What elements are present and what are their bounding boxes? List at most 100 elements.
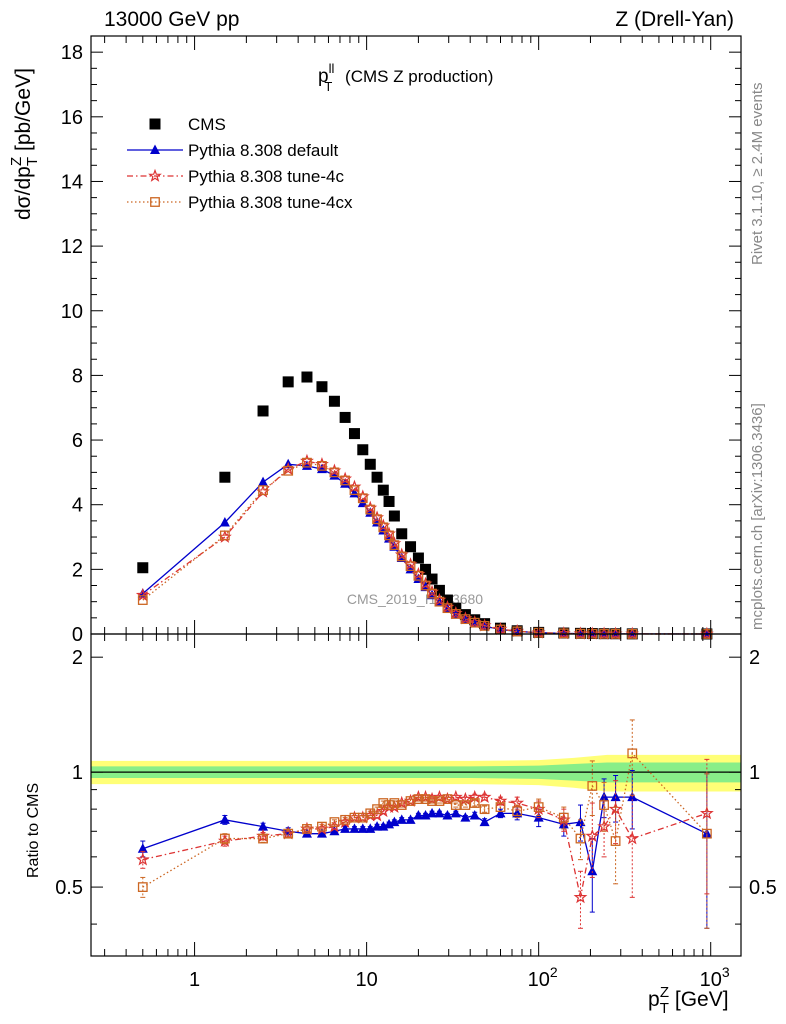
point-data bbox=[137, 562, 149, 574]
ratio-point-default bbox=[357, 823, 368, 833]
point-tune4cx bbox=[317, 461, 327, 471]
legend-entry-default: Pythia 8.308 default bbox=[127, 141, 339, 160]
ratio-point-default bbox=[599, 791, 610, 802]
mcplots-label: mcplots.cern.ch [arXiv:1306.3436] bbox=[749, 403, 766, 630]
point-tune4cx bbox=[137, 595, 148, 605]
rivet-label: Rivet 3.1.10, ≥ 2.4M events bbox=[749, 83, 766, 266]
ratio-point-default bbox=[258, 821, 269, 831]
ratio-point-default bbox=[460, 812, 471, 822]
ratio-point-tune4cx bbox=[610, 836, 621, 846]
ratio-point-tune4cx bbox=[329, 817, 340, 827]
point-tune4cx bbox=[340, 475, 351, 486]
ratio-point-tune4c bbox=[573, 890, 588, 904]
ratio-point-default bbox=[427, 807, 438, 818]
point-data bbox=[339, 411, 351, 423]
ytick-label-bottom-right: 0.5 bbox=[749, 877, 777, 899]
ylabel-top: dσ/dpTZ [pb/GeV] bbox=[8, 68, 41, 220]
point-tune4cx bbox=[420, 580, 431, 591]
ratio-point-tune4cx bbox=[442, 794, 453, 804]
point-tune4cx bbox=[372, 514, 382, 525]
ratio-point-tune4cx bbox=[450, 800, 461, 810]
ratio-point-tune4c bbox=[135, 852, 150, 866]
ratio-point-tune4cx bbox=[701, 828, 712, 839]
ratio-point-default bbox=[442, 809, 453, 820]
point-data bbox=[328, 395, 340, 407]
watermark: CMS_2019_I1753680 bbox=[347, 591, 483, 607]
legend-label-default: Pythia 8.308 default bbox=[188, 141, 339, 160]
ratio-point-tune4cx bbox=[389, 798, 400, 808]
legend-label-tune4c: Pythia 8.308 tune-4c bbox=[188, 167, 344, 186]
point-data bbox=[396, 528, 408, 540]
point-tune4cx bbox=[434, 596, 445, 607]
ratio-point-default bbox=[219, 814, 230, 824]
ratio-point-tune4cx bbox=[460, 800, 471, 810]
ytick-label-bottom-right: 1 bbox=[749, 762, 760, 784]
series-line-default bbox=[142, 463, 707, 635]
point-tune4cx bbox=[442, 603, 453, 614]
ratio-point-default bbox=[405, 814, 416, 824]
ratio-point-default bbox=[329, 825, 340, 836]
point-data bbox=[357, 444, 369, 456]
point-tune4cx bbox=[460, 614, 471, 625]
ratio-point-tune4cx bbox=[137, 882, 148, 892]
ylabel-bottom: Ratio to CMS bbox=[25, 783, 42, 878]
ratio-point-tune4cx bbox=[283, 828, 294, 839]
ratio-point-default bbox=[340, 823, 351, 833]
point-data bbox=[301, 371, 313, 383]
ratio-point-default bbox=[495, 807, 506, 818]
header-right: Z (Drell-Yan) bbox=[615, 8, 734, 31]
point-tune4cx bbox=[512, 626, 523, 637]
ratio-point-tune4cx bbox=[427, 796, 437, 806]
ratio-point-default bbox=[137, 843, 148, 853]
ytick-label-top: 14 bbox=[61, 171, 83, 193]
xtick-label: 102 bbox=[528, 964, 558, 991]
ratio-point-tune4cx bbox=[219, 833, 230, 844]
point-tune4cx bbox=[258, 485, 268, 496]
point-tune4cx bbox=[479, 621, 490, 631]
legend-marker-tune4cx bbox=[150, 197, 160, 207]
ratio-point-tune4cx bbox=[575, 833, 586, 844]
point-tune4cx bbox=[357, 493, 368, 504]
legend-marker-data bbox=[149, 118, 161, 130]
point-tune4cx bbox=[302, 457, 312, 468]
ytick-label-top: 4 bbox=[72, 495, 83, 517]
ratio-point-default bbox=[479, 816, 490, 827]
ratio-point-default bbox=[413, 809, 424, 820]
ratio-point-default bbox=[587, 865, 598, 876]
ytick-label-top: 2 bbox=[72, 559, 83, 581]
legend-entry-data: CMS bbox=[149, 115, 226, 134]
point-default bbox=[219, 516, 230, 527]
point-data bbox=[388, 510, 400, 522]
point-tune4cx bbox=[405, 561, 416, 572]
ytick-label-bottom: 2 bbox=[72, 647, 83, 669]
point-tune4cx bbox=[283, 465, 294, 476]
point-default bbox=[258, 476, 269, 487]
point-tune4cx bbox=[413, 570, 424, 581]
ratio-point-tune4cx bbox=[558, 812, 569, 823]
ratio-point-default bbox=[533, 812, 544, 822]
ratio-point-tune4c bbox=[477, 789, 492, 804]
ratio-point-tune4cx bbox=[302, 824, 312, 834]
ratio-point-tune4cx bbox=[587, 781, 598, 791]
legend-entry-tune4c: Pythia 8.308 tune-4c bbox=[127, 167, 344, 186]
ratio-point-tune4c bbox=[597, 819, 611, 833]
ratio-point-tune4cx bbox=[469, 798, 480, 808]
point-tune4cx bbox=[450, 609, 461, 619]
ratio-point-tune4c bbox=[585, 828, 600, 842]
point-data bbox=[377, 484, 389, 496]
ratio-point-default bbox=[349, 823, 360, 833]
ytick-label-bottom-right: 2 bbox=[749, 647, 760, 669]
ratio-point-default bbox=[469, 809, 480, 820]
point-tune4cx bbox=[384, 530, 394, 541]
point-tune4cx bbox=[329, 467, 340, 478]
point-tune4cx bbox=[389, 540, 400, 551]
ratio-point-tune4cx bbox=[413, 794, 424, 804]
point-tune4cx bbox=[427, 588, 437, 599]
ytick-label-bottom: 1 bbox=[72, 762, 83, 784]
point-tune4c bbox=[135, 587, 150, 602]
ytick-label-top: 16 bbox=[61, 107, 83, 129]
legend-marker-tune4c bbox=[148, 168, 162, 182]
series-line-tune4cx bbox=[142, 462, 707, 635]
legend-entry-tune4cx: Pythia 8.308 tune-4cx bbox=[127, 193, 353, 212]
ytick-label-bottom: 0.5 bbox=[55, 877, 83, 899]
